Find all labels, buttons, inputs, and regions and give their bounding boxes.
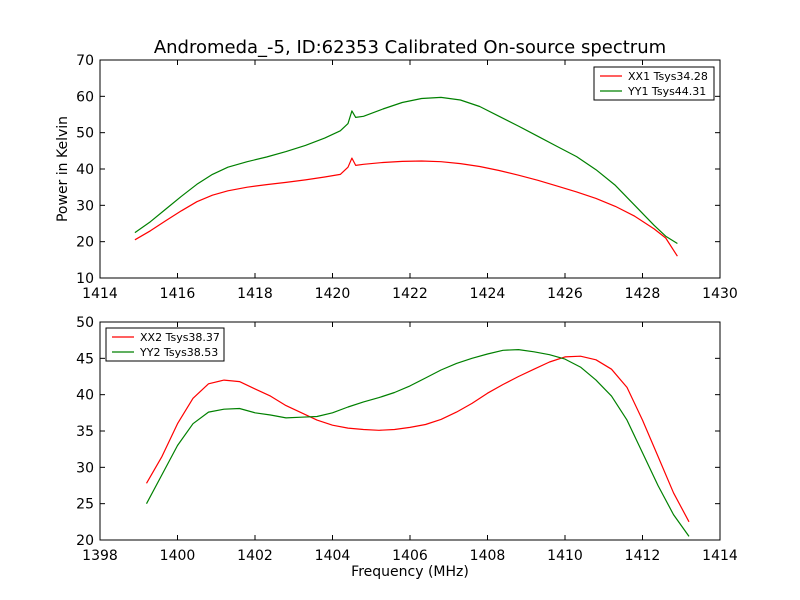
x-tick-label: 1414 <box>702 548 738 564</box>
x-tick-label: 1408 <box>470 548 506 564</box>
x-tick-label: 1418 <box>237 286 273 302</box>
x-tick-label: 1414 <box>82 286 118 302</box>
series-line-2 <box>145 349 690 537</box>
legend-entry-label: YY1 Tsys44.31 <box>627 85 706 98</box>
y-tick-label: 20 <box>76 235 94 251</box>
x-tick-label: 1426 <box>547 286 583 302</box>
x-tick-label: 1402 <box>237 548 273 564</box>
legend-entry-label: XX2 Tsys38.37 <box>140 331 220 344</box>
series-group <box>145 349 690 537</box>
x-tick-label: 1422 <box>392 286 428 302</box>
y-tick-label: 20 <box>76 533 94 549</box>
y-axis-label: Power in Kelvin <box>55 116 71 222</box>
x-tick-label: 1416 <box>160 286 196 302</box>
x-tick-label: 1406 <box>392 548 428 564</box>
series-line-1 <box>145 355 690 523</box>
y-tick-label: 50 <box>76 126 94 142</box>
y-tick-label: 70 <box>76 53 94 69</box>
series-line-2 <box>134 96 678 245</box>
upper-panel: 1414 1416 1418 1420 1422 1424 1426 1428 1430 10 20… <box>55 53 738 302</box>
y-tick-label: 35 <box>76 424 94 440</box>
y-tick-label: 30 <box>76 460 94 476</box>
y-tick-label: 40 <box>76 162 94 178</box>
x-tick-label: 1424 <box>470 286 506 302</box>
figure-title: Andromeda_-5, ID:62353 Calibrated On-sou… <box>154 37 666 58</box>
x-tick-label: 1420 <box>315 286 351 302</box>
legend: XX2 Tsys38.37 YY2 Tsys38.53 <box>105 327 225 362</box>
legend-box <box>105 327 225 362</box>
x-tick-label: 1404 <box>315 548 351 564</box>
x-tick-label: 1428 <box>625 286 661 302</box>
x-tick-label: 1398 <box>82 548 118 564</box>
y-tick-label: 40 <box>76 388 94 404</box>
series-group <box>134 96 678 257</box>
legend-box <box>593 66 715 101</box>
y-tick-label: 50 <box>76 315 94 331</box>
series-line-1 <box>134 157 678 257</box>
y-tick-label: 30 <box>76 198 94 214</box>
legend-entry-label: XX1 Tsys34.28 <box>628 70 708 83</box>
y-tick-label: 25 <box>76 497 94 513</box>
y-tick-label: 45 <box>76 351 94 367</box>
x-tick-label: 1400 <box>160 548 196 564</box>
y-tick-label: 10 <box>76 271 94 287</box>
x-tick-label: 1410 <box>547 548 583 564</box>
x-tick-label: 1430 <box>702 286 738 302</box>
legend-entry-label: YY2 Tsys38.53 <box>139 346 218 359</box>
x-axis-label: Frequency (MHz) <box>351 564 469 580</box>
y-tick-label: 60 <box>76 89 94 105</box>
lower-panel: 1398 1400 1402 1404 1406 1408 1410 1412 1414 20 25… <box>76 315 738 580</box>
legend: XX1 Tsys34.28 YY1 Tsys44.31 <box>593 66 715 101</box>
x-tick-label: 1412 <box>625 548 661 564</box>
